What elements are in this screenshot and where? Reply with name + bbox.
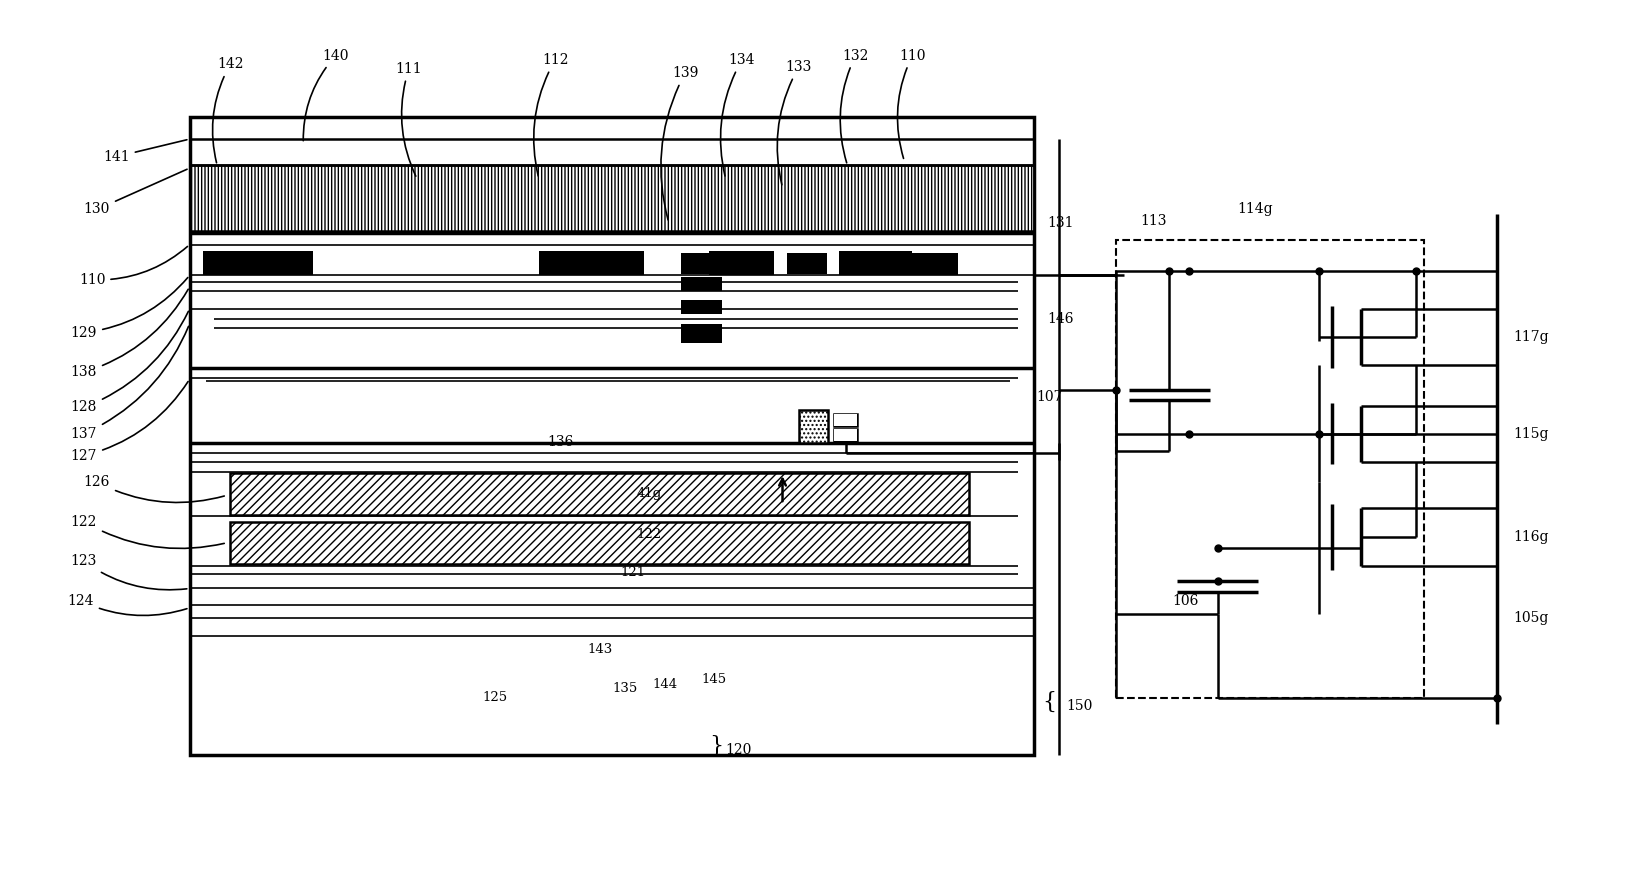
Text: 143: 143 — [587, 643, 613, 656]
Bar — [799, 410, 828, 443]
Bar — [839, 250, 913, 275]
Text: 127: 127 — [70, 381, 187, 463]
Text: 128: 128 — [70, 312, 189, 414]
Text: 115g: 115g — [1514, 427, 1548, 441]
Text: 137: 137 — [70, 327, 189, 441]
Text: 112: 112 — [533, 53, 569, 176]
Text: 146: 146 — [1048, 312, 1074, 327]
Bar — [1115, 240, 1425, 697]
Text: 142: 142 — [212, 58, 243, 163]
Text: 132: 132 — [839, 49, 869, 163]
Text: }: } — [709, 735, 724, 757]
Text: 138: 138 — [70, 289, 187, 379]
Bar — [835, 414, 857, 426]
Text: 111: 111 — [396, 62, 422, 176]
Text: 125: 125 — [482, 691, 507, 704]
Text: 105g: 105g — [1514, 612, 1548, 626]
Text: 133: 133 — [778, 60, 812, 185]
Bar — [681, 252, 722, 273]
Bar — [835, 429, 857, 441]
Text: 122: 122 — [70, 515, 225, 549]
Bar — [787, 252, 826, 273]
Text: 141: 141 — [103, 140, 187, 164]
Text: 124: 124 — [67, 594, 187, 615]
Text: 107: 107 — [1037, 389, 1063, 404]
Text: 150: 150 — [1066, 699, 1094, 713]
Bar — [202, 250, 313, 275]
Text: 134: 134 — [720, 53, 755, 176]
Text: 130: 130 — [83, 169, 187, 217]
Text: 120: 120 — [725, 743, 751, 758]
Text: 117g: 117g — [1514, 330, 1548, 344]
Bar — [681, 277, 722, 291]
Text: 139: 139 — [660, 66, 698, 220]
Text: 123: 123 — [70, 554, 187, 589]
Bar — [230, 521, 970, 564]
Text: 41g: 41g — [636, 487, 662, 500]
Text: 145: 145 — [701, 673, 727, 687]
Bar — [540, 250, 644, 275]
Bar — [230, 473, 970, 515]
Bar — [681, 324, 722, 343]
Text: 140: 140 — [303, 49, 349, 141]
Text: 113: 113 — [1139, 214, 1167, 227]
Text: 135: 135 — [611, 682, 637, 696]
Text: 110: 110 — [78, 246, 187, 287]
Bar — [709, 250, 774, 275]
Text: {: { — [1043, 691, 1056, 713]
Bar — [189, 117, 1035, 755]
Bar — [681, 300, 722, 314]
Bar — [835, 414, 857, 426]
Bar — [880, 252, 958, 275]
Text: 116g: 116g — [1514, 530, 1548, 544]
Text: 122: 122 — [636, 528, 662, 542]
Text: 106: 106 — [1172, 594, 1198, 608]
Bar — [835, 429, 857, 441]
Text: 131: 131 — [1048, 216, 1074, 229]
Text: 129: 129 — [70, 278, 187, 340]
Text: 121: 121 — [619, 566, 645, 579]
Text: 136: 136 — [548, 435, 574, 450]
Text: 110: 110 — [898, 49, 926, 158]
Text: 144: 144 — [652, 678, 678, 691]
Text: 114g: 114g — [1237, 203, 1273, 217]
Bar — [189, 165, 1035, 232]
Text: 126: 126 — [83, 475, 225, 503]
